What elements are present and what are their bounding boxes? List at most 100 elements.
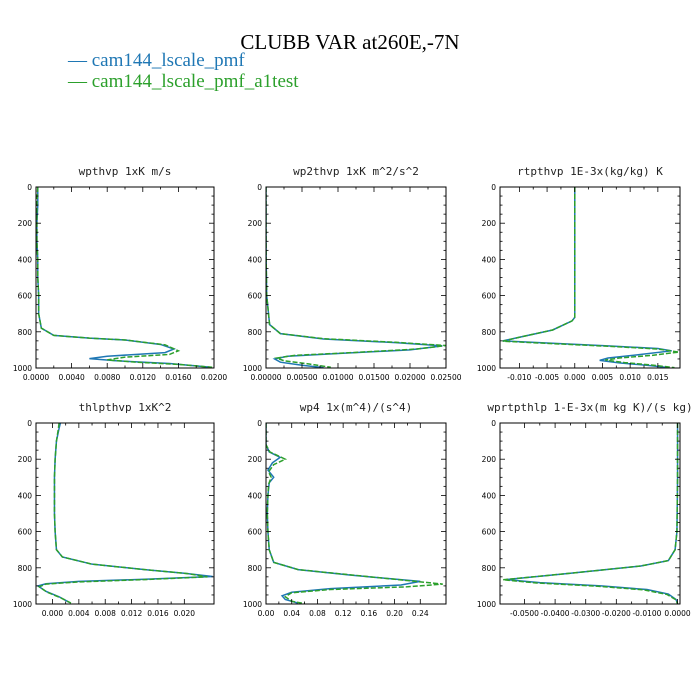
subplot-title: thlpthvp 1xK^2 — [79, 401, 172, 414]
series-line-cam144-lscale-pmf — [36, 423, 213, 603]
subplot-title: wp4 1x(m^4)/(s^4) — [300, 401, 413, 414]
figure-title: CLUBB VAR at260E,-7N — [240, 30, 460, 54]
y-tick-label: 200 — [482, 219, 497, 228]
y-tick-label: 0 — [27, 183, 32, 192]
x-tick-label: 0.0040 — [58, 373, 84, 382]
x-tick-label: 0.012 — [121, 609, 143, 618]
y-tick-label: 800 — [482, 328, 497, 337]
y-tick-label: 200 — [248, 219, 263, 228]
legend-line-swatch: — — [68, 71, 92, 92]
y-tick-label: 200 — [18, 455, 33, 464]
y-tick-label: 400 — [482, 491, 497, 500]
plot-frame — [265, 422, 447, 605]
series-line-cam144-lscale-pmf — [266, 423, 421, 604]
y-tick-label: 400 — [18, 491, 33, 500]
y-tick-label: 1000 — [13, 600, 32, 609]
y-tick-label: 600 — [18, 292, 33, 301]
x-tick-label: 0.004 — [68, 609, 90, 618]
y-tick-label: 0 — [257, 419, 262, 428]
x-tick-label: 0.12 — [335, 609, 352, 618]
y-tick-label: 800 — [18, 564, 33, 573]
x-tick-label: 0.0000 — [664, 609, 690, 618]
x-tick-label: -0.010 — [507, 373, 531, 382]
x-tick-label: 0.0200 — [201, 373, 227, 382]
y-tick-label: 200 — [248, 455, 263, 464]
y-tick-label: 1000 — [477, 600, 496, 609]
x-tick-label: -0.0200 — [602, 609, 631, 618]
series-line-cam144-lscale-pmf — [502, 187, 672, 368]
legend-label: cam144_lscale_pmf — [91, 50, 245, 71]
y-tick-label: 200 — [482, 455, 497, 464]
series-line-cam144-lscale-pmf-a1test — [37, 423, 208, 604]
x-tick-label: 0.020 — [174, 609, 196, 618]
x-tick-label: 0.000 — [564, 373, 586, 382]
subplot-3: rtpthvp 1E-3x(kg/kg) K 0 200 400 600 800 1000 -… — [477, 165, 681, 382]
x-tick-label: 0.00000 — [250, 373, 281, 382]
y-tick-label: 0 — [27, 419, 32, 428]
x-tick-label: 0.0000 — [23, 373, 49, 382]
subplot-2: wp2thvp 1xK m^2/s^2020040060080010000.00… — [243, 165, 462, 382]
x-tick-label: 0.000 — [42, 609, 64, 618]
x-tick-label: 0.00500 — [286, 373, 317, 382]
x-tick-label: 0.01500 — [358, 373, 389, 382]
x-tick-label: 0.008 — [94, 609, 116, 618]
y-tick-label: 600 — [18, 528, 33, 537]
y-tick-label: 1000 — [243, 600, 262, 609]
x-tick-label: 0.24 — [412, 609, 429, 618]
x-tick-label: -0.005 — [535, 373, 559, 382]
series-line-cam144-lscale-pmf-a1test — [502, 187, 679, 368]
x-tick-label: 0.0080 — [94, 373, 120, 382]
series-line-cam144-lscale-pmf-a1test — [36, 187, 213, 368]
y-tick-label: 800 — [248, 328, 263, 337]
legend-entry-cam144-lscale-pmf: — cam144_lscale_pmf — [68, 50, 245, 72]
y-tick-label: 400 — [248, 255, 263, 264]
y-tick-label: 800 — [248, 564, 263, 573]
x-tick-label: 0.0160 — [165, 373, 191, 382]
plot-frame — [35, 186, 215, 369]
subplot-title: wp2thvp 1xK m^2/s^2 — [293, 165, 419, 178]
subplot-title: wprtpthlp 1-E-3x(m kg K)/(s kg) — [487, 401, 692, 414]
x-tick-label: 0.01000 — [322, 373, 353, 382]
x-tick-label: 0.16 — [361, 609, 378, 618]
x-tick-label: 0.005 — [592, 373, 614, 382]
x-tick-label: 0.010 — [619, 373, 641, 382]
x-tick-label: -0.0100 — [632, 609, 661, 618]
y-tick-label: 800 — [482, 564, 497, 573]
legend-line-swatch: — — [68, 50, 92, 71]
subplot-4: thlpthvp 1xK^2 0 200 400 600 800 1000 0.000 0.00… — [13, 401, 215, 618]
y-tick-label: 600 — [482, 292, 497, 301]
x-tick-label: -0.0500 — [510, 609, 539, 618]
series-line-cam144-lscale-pmf-a1test — [266, 187, 446, 368]
subplot-title: wpthvp 1xK m/s — [79, 165, 172, 178]
plot-frame — [499, 186, 681, 369]
x-tick-label: 0.02000 — [394, 373, 425, 382]
x-tick-label: -0.0300 — [571, 609, 600, 618]
y-tick-label: 800 — [18, 328, 33, 337]
y-tick-label: 600 — [482, 528, 497, 537]
x-tick-label: 0.016 — [147, 609, 169, 618]
y-tick-label: 0 — [491, 183, 496, 192]
x-tick-label: -0.0400 — [541, 609, 570, 618]
y-tick-label: 0 — [257, 183, 262, 192]
y-tick-label: 1000 — [243, 364, 262, 373]
y-tick-label: 600 — [248, 292, 263, 301]
x-tick-label: 0.0120 — [130, 373, 156, 382]
x-tick-label: 0.02500 — [430, 373, 461, 382]
y-tick-label: 1000 — [13, 364, 32, 373]
x-tick-label: 0.20 — [386, 609, 403, 618]
x-tick-label: 0.08 — [309, 609, 326, 618]
y-tick-label: 600 — [248, 528, 263, 537]
legend-label: cam144_lscale_pmf_a1test — [91, 71, 299, 92]
subplot-title: rtpthvp 1E-3x(kg/kg) K — [517, 165, 663, 178]
y-tick-label: 400 — [482, 255, 497, 264]
y-tick-label: 400 — [18, 255, 33, 264]
series-line-cam144-lscale-pmf-a1test — [502, 423, 679, 604]
x-tick-label: 0.04 — [283, 609, 300, 618]
y-tick-label: 400 — [248, 491, 263, 500]
y-tick-label: 1000 — [477, 364, 496, 373]
y-tick-label: 200 — [18, 219, 33, 228]
legend-entry-cam144-lscale-pmf-a1test: — cam144_lscale_pmf_a1test — [68, 71, 299, 93]
